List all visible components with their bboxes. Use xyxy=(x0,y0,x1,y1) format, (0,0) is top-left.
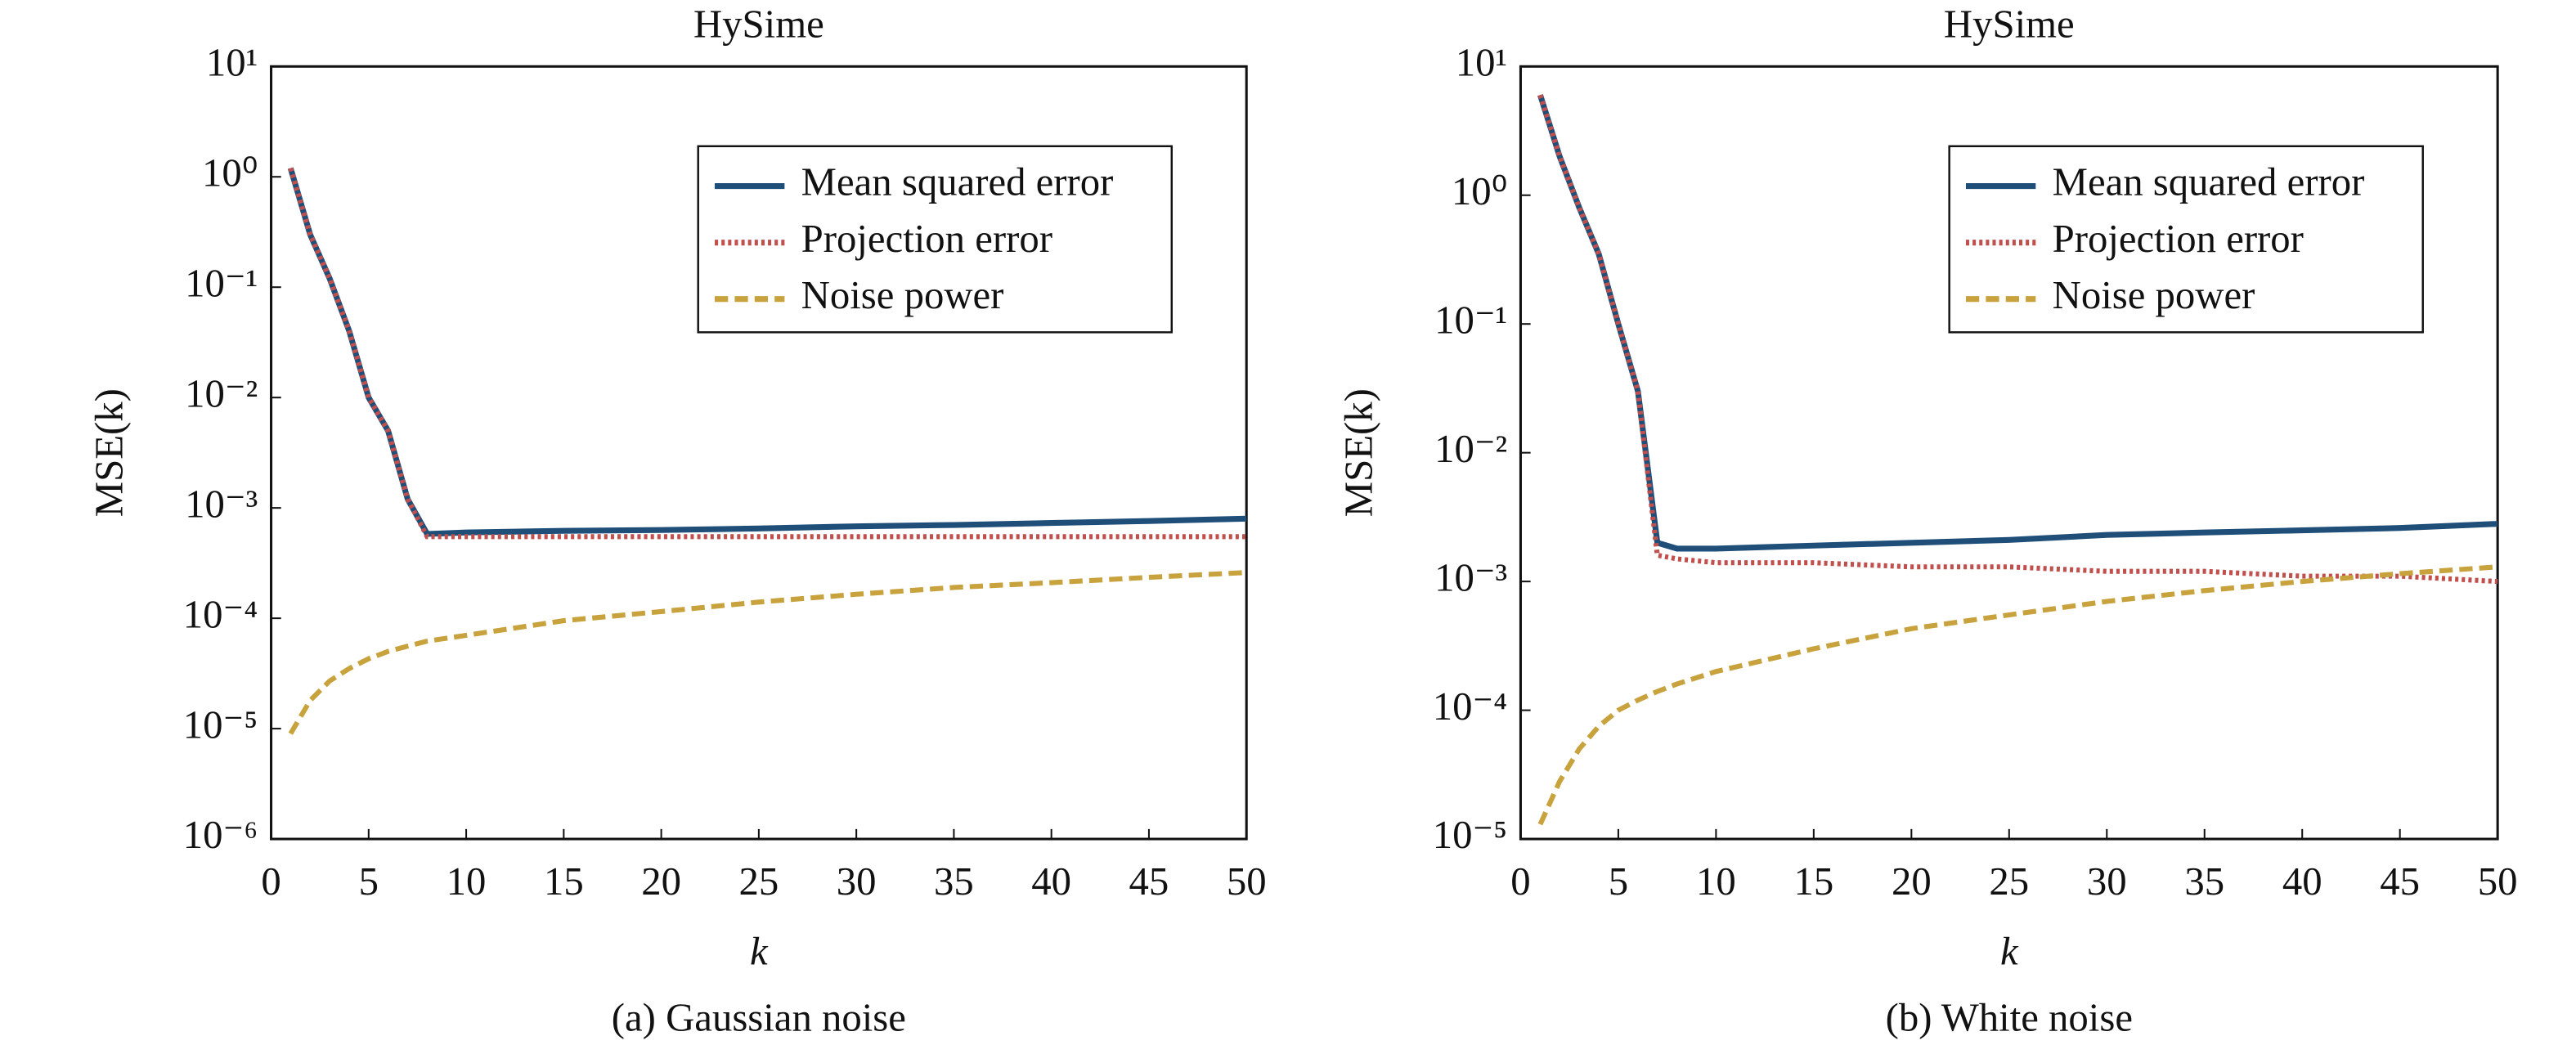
x-tick-label: 30 xyxy=(837,859,877,904)
y-tick-label: 10⁻¹ xyxy=(185,261,258,305)
series-line xyxy=(1537,564,2498,826)
y-tick-label: 10⁻² xyxy=(185,371,258,415)
y-tick-label: 10⁻⁵ xyxy=(1433,813,1507,857)
y-tick-label: 10¹ xyxy=(1456,40,1507,84)
legend-label: Noise power xyxy=(2053,273,2255,317)
x-tick-label: 0 xyxy=(261,859,280,904)
series-line xyxy=(288,570,1247,735)
x-tick-label: 50 xyxy=(1227,859,1267,904)
x-axis-label: k xyxy=(750,929,769,973)
x-tick-label: 45 xyxy=(1129,859,1169,904)
x-tick-label: 0 xyxy=(1510,859,1530,904)
y-tick-label: 10⁻³ xyxy=(185,482,258,526)
x-tick-label: 10 xyxy=(447,859,487,904)
x-tick-label: 20 xyxy=(1892,859,1932,904)
x-tick-label: 25 xyxy=(738,859,779,904)
x-tick-label: 35 xyxy=(934,859,974,904)
y-tick-label: 10¹ xyxy=(206,40,258,84)
x-tick-label: 15 xyxy=(544,859,584,904)
x-tick-label: 20 xyxy=(641,859,681,904)
x-tick-label: 30 xyxy=(2087,859,2127,904)
x-tick-label: 35 xyxy=(2184,859,2224,904)
y-tick-label: 10⁻³ xyxy=(1434,555,1507,599)
x-tick-label: 5 xyxy=(1609,859,1628,904)
x-tick-label: 45 xyxy=(2380,859,2420,904)
x-tick-label: 15 xyxy=(1793,859,1833,904)
series-line xyxy=(288,167,1247,540)
x-tick-label: 25 xyxy=(1989,859,2029,904)
caption: (a) Gaussian noise xyxy=(612,996,906,1040)
y-tick-label: 10⁻⁶ xyxy=(183,813,258,857)
y-tick-label: 10⁻² xyxy=(1434,427,1507,471)
legend-label: Mean squared error xyxy=(2053,160,2365,204)
x-tick-label: 5 xyxy=(359,859,379,904)
y-tick-label: 10⁰ xyxy=(202,150,258,195)
y-axis-label: MSE(k) xyxy=(88,388,132,517)
legend-label: Projection error xyxy=(2053,217,2304,261)
x-axis-label: k xyxy=(2000,929,2019,973)
y-tick-label: 10⁻⁴ xyxy=(183,592,258,636)
x-tick-label: 40 xyxy=(2282,859,2322,904)
caption: (b) White noise xyxy=(1886,996,2133,1040)
legend-label: Mean squared error xyxy=(801,160,1114,204)
y-axis-label: MSE(k) xyxy=(1337,388,1381,517)
chart-title: HySime xyxy=(693,2,824,47)
y-tick-label: 10⁻⁴ xyxy=(1433,684,1507,729)
legend-label: Projection error xyxy=(801,217,1052,261)
y-tick-label: 10⁻⁵ xyxy=(183,702,258,747)
x-tick-label: 50 xyxy=(2478,859,2518,904)
x-tick-label: 10 xyxy=(1696,859,1736,904)
chart-title: HySime xyxy=(1944,2,2075,47)
x-tick-label: 40 xyxy=(1031,859,1071,904)
series-line xyxy=(1537,94,2498,585)
y-tick-label: 10⁰ xyxy=(1452,169,1507,213)
series-line xyxy=(1537,94,2498,552)
y-tick-label: 10⁻¹ xyxy=(1434,298,1507,342)
legend-label: Noise power xyxy=(801,273,1004,317)
